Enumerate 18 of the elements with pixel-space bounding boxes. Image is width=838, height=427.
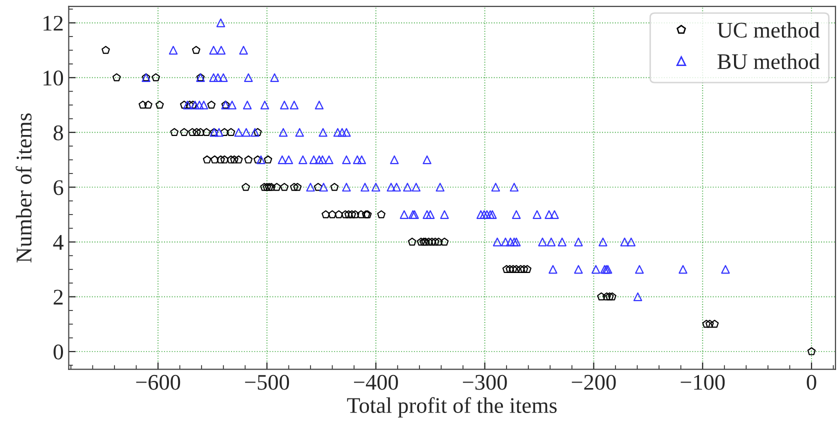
y-tick-label: 12	[44, 16, 63, 31]
y-tick-label: 0	[54, 344, 64, 360]
x-tick-label: 0	[806, 374, 816, 390]
legend-label: BU method	[717, 53, 820, 70]
x-tick-label: −500	[245, 374, 290, 390]
x-tick-label: −200	[572, 374, 616, 390]
y-tick-label: 8	[54, 125, 64, 140]
y-tick-label: 10	[44, 70, 64, 86]
y-tick-label: 2	[54, 290, 63, 304]
legend-label: UC method	[717, 22, 820, 38]
y-tick-label: 6	[54, 180, 64, 196]
y-tick-label: 4	[53, 235, 64, 250]
x-tick-label: −400	[354, 374, 398, 390]
x-tick-label: −300	[462, 374, 507, 390]
x-tick-label: −100	[680, 374, 725, 390]
x-tick-label: −600	[136, 374, 180, 390]
y-axis-title: Number of items	[16, 113, 32, 263]
x-axis-title: Total profit of the items	[347, 397, 557, 418]
